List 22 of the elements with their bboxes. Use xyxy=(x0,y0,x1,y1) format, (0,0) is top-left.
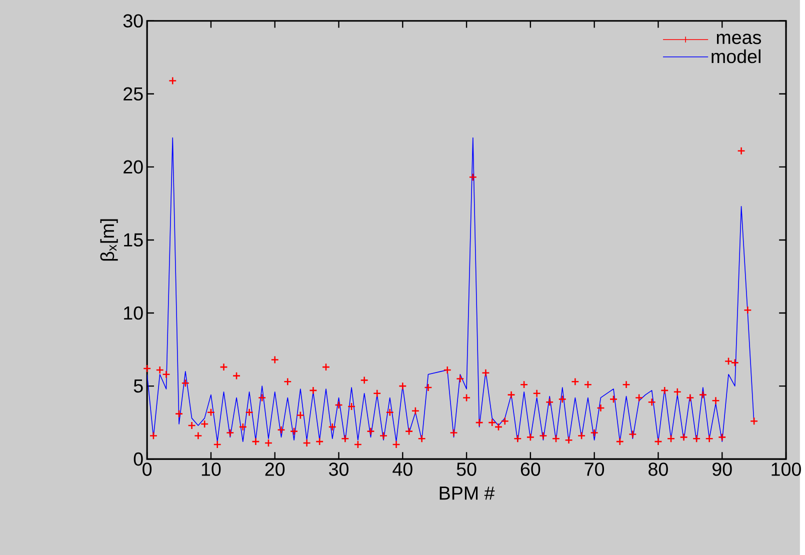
x-tick-label: 10 xyxy=(202,462,221,476)
x-tick-label: 0 xyxy=(142,462,152,476)
y-tick-label: 10 xyxy=(124,306,143,320)
y-tick-label: 0 xyxy=(134,452,143,466)
x-tick-label: 70 xyxy=(584,462,604,476)
x-tick-label: 100 xyxy=(772,462,801,476)
legend-label: meas xyxy=(716,34,762,44)
x-tick-label: 50 xyxy=(456,462,476,476)
y-tick-label: 5 xyxy=(134,379,143,392)
y-tick-label: 15 xyxy=(124,233,143,246)
x-axis-title: BPM # xyxy=(440,486,495,500)
x-tick-label: 90 xyxy=(712,462,732,476)
y-tick-label: 25 xyxy=(124,87,143,100)
x-tick-label: 80 xyxy=(648,462,668,476)
x-tick-label: 20 xyxy=(265,462,285,476)
y-axis-title: β$_{x}$[m] xyxy=(100,219,118,260)
y-tick-label: 20 xyxy=(124,160,143,174)
y-tick-label: 30 xyxy=(123,14,143,28)
legend-label: model xyxy=(712,49,760,63)
x-tick-label: 60 xyxy=(520,462,540,476)
x-tick-label: 30 xyxy=(329,462,348,476)
x-tick-label: 40 xyxy=(392,462,412,476)
